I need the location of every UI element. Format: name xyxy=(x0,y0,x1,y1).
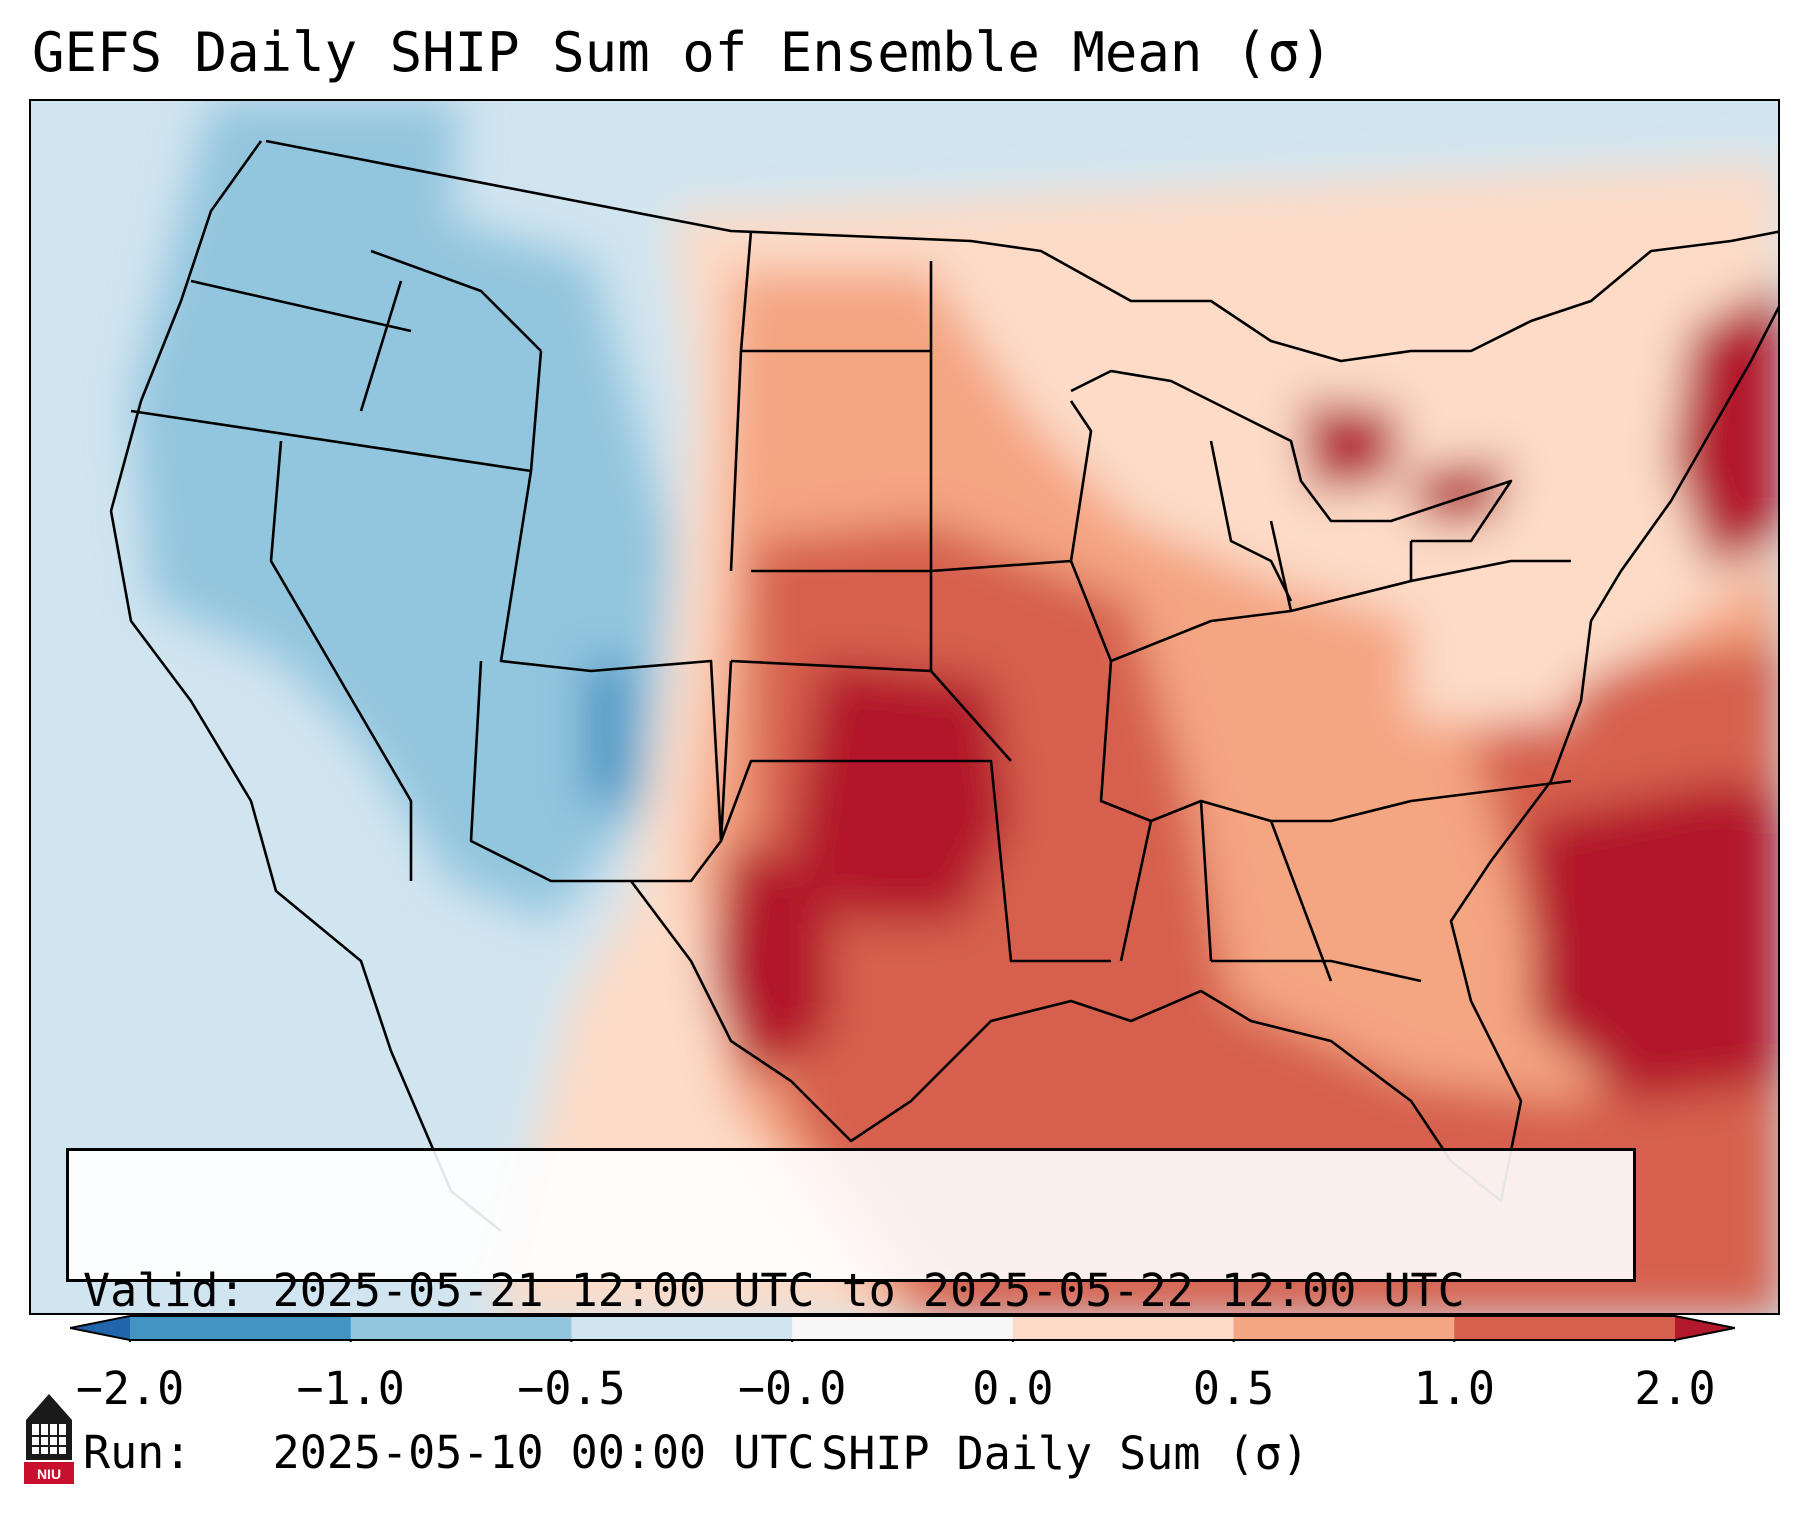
colorbar-label: SHIP Daily Sum (σ) xyxy=(821,1427,1309,1480)
svg-text:NIU: NIU xyxy=(37,1466,61,1482)
map-title: GEFS Daily SHIP Sum of Ensemble Mean (σ) xyxy=(32,21,1333,84)
run-value: 2025-05-10 00:00 UTC xyxy=(272,1426,815,1479)
state-lines xyxy=(130,230,1572,983)
colorbar-tick-label: 2.0 xyxy=(1634,1362,1716,1415)
colorbar-tick-label: 1.0 xyxy=(1413,1362,1495,1415)
valid-run-info-box: Valid: 2025-05-21 12:00 UTC to 2025-05-2… xyxy=(66,1148,1636,1479)
colorbar-segment xyxy=(792,1316,1014,1340)
colorbar-segment xyxy=(571,1316,793,1340)
colorbar-segment xyxy=(1012,1316,1235,1340)
valid-line: Valid: 2025-05-21 12:00 UTC to 2025-05-2… xyxy=(83,1264,1633,1318)
colorbar-segment xyxy=(1454,1316,1676,1340)
colorbar-segment xyxy=(130,1316,352,1340)
colorbar xyxy=(70,1315,1735,1342)
valid-value: 2025-05-21 12:00 UTC to 2025-05-22 12:00… xyxy=(272,1264,1465,1317)
colorbar-tick-label: −0.5 xyxy=(517,1362,626,1415)
run-label: Run: xyxy=(83,1426,192,1479)
colorbar-tick-label: −1.0 xyxy=(296,1362,405,1415)
colorbar-segment xyxy=(1233,1316,1455,1340)
map-canvas xyxy=(31,101,1778,1313)
run-line: Run: 2025-05-10 00:00 UTC xyxy=(83,1426,1633,1480)
colorbar-over-arrow xyxy=(1675,1316,1735,1340)
ship-anomaly-map xyxy=(29,99,1780,1315)
colorbar-tick-label: −2.0 xyxy=(75,1362,185,1415)
colorbar-segment xyxy=(350,1316,572,1340)
great-lakes xyxy=(1070,369,1513,602)
colorbar-tick-label: 0.0 xyxy=(972,1362,1054,1415)
valid-label: Valid: xyxy=(83,1264,246,1317)
colorbar-under-arrow xyxy=(70,1316,130,1340)
niu-logo: NIU xyxy=(24,1394,74,1484)
canada-border xyxy=(265,139,1778,363)
colorbar-tick-label: 0.5 xyxy=(1192,1362,1275,1415)
shaded-field xyxy=(131,101,1778,1313)
colorbar-tick-label: −0.0 xyxy=(737,1362,847,1415)
